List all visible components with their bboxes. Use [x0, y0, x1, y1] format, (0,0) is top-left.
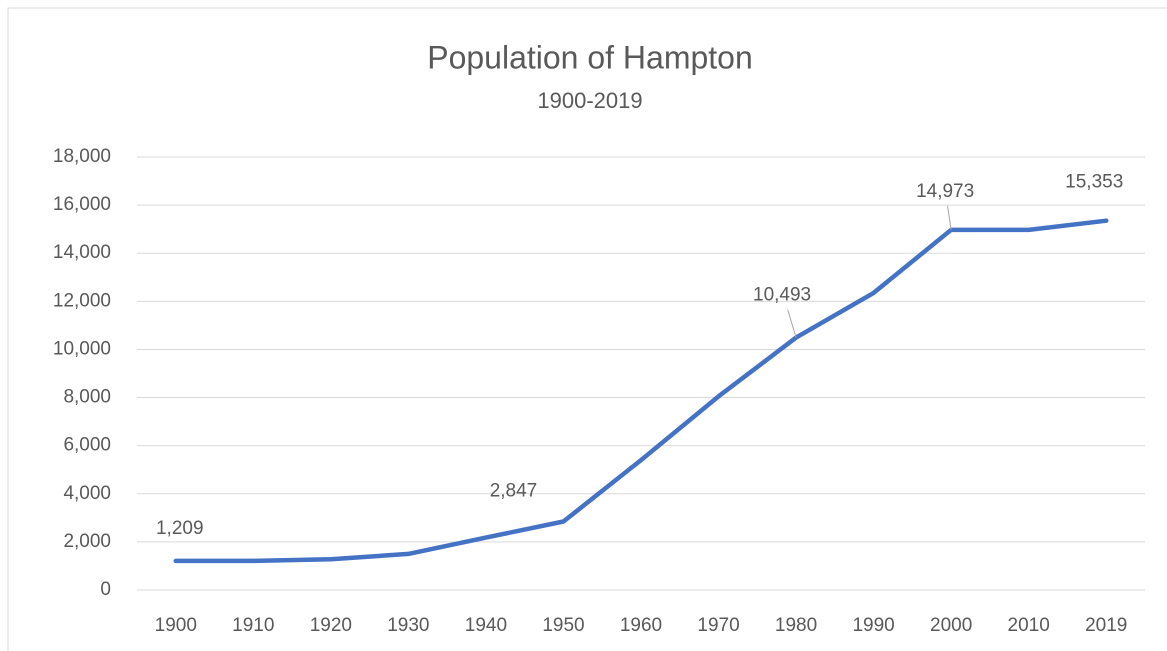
- y-tick-label: 12,000: [53, 290, 111, 311]
- x-tick-label: 1900: [155, 615, 197, 636]
- x-tick-label: 1990: [852, 615, 894, 636]
- x-tick-label: 1970: [697, 615, 739, 636]
- y-tick-label: 4,000: [63, 483, 111, 504]
- x-tick-label: 1960: [620, 615, 662, 636]
- x-tick-label: 2010: [1008, 615, 1050, 636]
- x-tick-label: 1920: [310, 615, 352, 636]
- data-label: 1,209: [156, 518, 204, 539]
- y-tick-label: 0: [100, 579, 111, 600]
- x-tick-label: 2000: [930, 615, 972, 636]
- y-tick-label: 18,000: [53, 146, 111, 167]
- y-tick-label: 8,000: [63, 387, 111, 408]
- y-tick-label: 16,000: [53, 194, 111, 215]
- data-label: 10,493: [753, 285, 811, 306]
- x-tick-label: 1930: [387, 615, 429, 636]
- chart-border: [7, 7, 1167, 651]
- x-tick-label: 1910: [232, 615, 274, 636]
- x-tick-label: 1940: [465, 615, 507, 636]
- chart-title: Population of Hampton: [427, 39, 753, 75]
- y-tick-label: 2,000: [63, 531, 111, 552]
- data-label: 15,353: [1065, 172, 1123, 193]
- x-tick-label: 2019: [1085, 615, 1127, 636]
- x-tick-label: 1950: [542, 615, 584, 636]
- y-tick-label: 6,000: [63, 435, 111, 456]
- chart-subtitle: 1900-2019: [537, 88, 642, 113]
- y-tick-label: 10,000: [53, 338, 111, 359]
- leader-line: [787, 309, 797, 338]
- data-label: 14,973: [916, 181, 974, 202]
- x-tick-label: 1980: [775, 615, 817, 636]
- y-tick-label: 14,000: [53, 242, 111, 263]
- data-label: 2,847: [490, 481, 538, 502]
- leader-line: [947, 205, 952, 230]
